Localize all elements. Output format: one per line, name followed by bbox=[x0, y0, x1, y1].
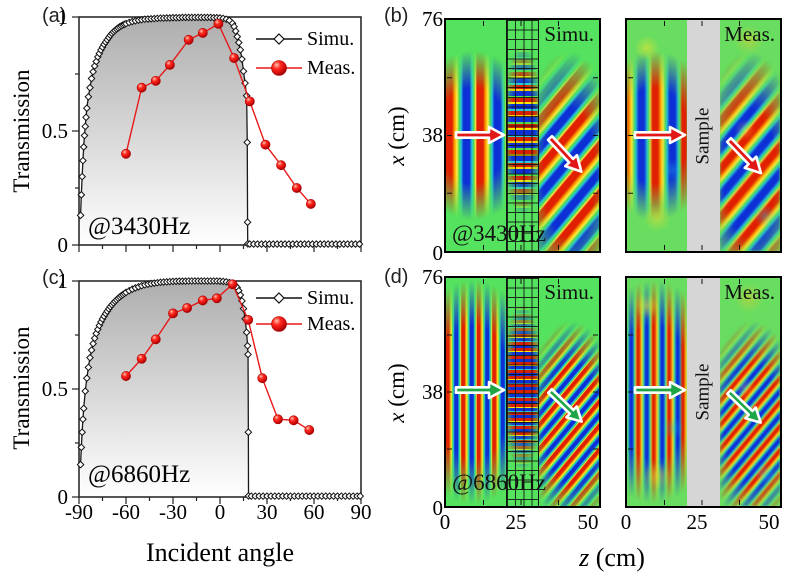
field-b-simulation: Simu. @3430Hz bbox=[444, 18, 601, 253]
x-tick-label: -90 bbox=[65, 500, 93, 524]
x-tick-label: 25 bbox=[686, 510, 708, 534]
subpanel-simu-label: Simu. bbox=[544, 280, 594, 304]
panel-d-tag: (d) bbox=[384, 266, 409, 288]
subpanel-meas-label: Meas. bbox=[724, 280, 775, 304]
x-tick-label: 60 bbox=[303, 500, 325, 524]
panel-c-tag: (c) bbox=[42, 267, 66, 289]
sample-label: Sample bbox=[692, 363, 714, 421]
x-tick-label: 50 bbox=[577, 510, 599, 534]
sample-band: Sample bbox=[687, 20, 720, 251]
y-tick-label: 1 bbox=[57, 269, 69, 293]
y-tick-label: 0 bbox=[57, 485, 69, 509]
panel-d-ylabel: x (cm) bbox=[384, 338, 410, 448]
field-d-simulation: Simu. @6860Hz bbox=[444, 276, 601, 508]
x-tick-label: -60 bbox=[112, 500, 140, 524]
metamaterial-grid bbox=[506, 20, 539, 251]
x-tick-label: 25 bbox=[505, 510, 527, 534]
y-tick-label: 0 bbox=[432, 496, 444, 520]
sample-band: Sample bbox=[687, 278, 720, 506]
legend-simu-label: Simu. bbox=[307, 287, 355, 309]
x-tick-label: 90 bbox=[350, 500, 372, 524]
xlabel-unit: (cm) bbox=[589, 543, 645, 572]
panel-d-xlabel: z (cm) bbox=[532, 543, 692, 573]
ylabel-unit: (cm) bbox=[384, 106, 409, 156]
ylabel-variable: x bbox=[384, 155, 409, 166]
y-tick-label: 76 bbox=[422, 265, 443, 289]
y-tick-label: 1 bbox=[57, 5, 69, 29]
panel-b-ylabel: x (cm) bbox=[384, 81, 410, 191]
y-tick-label: 38 bbox=[422, 380, 443, 404]
subpanel-simu-label: Simu. bbox=[544, 22, 594, 46]
legend-simu-label: Simu. bbox=[307, 28, 355, 50]
field-b-measurement: Sample Meas. bbox=[625, 18, 782, 253]
xlabel-variable: z bbox=[579, 543, 590, 572]
x-tick-label: 30 bbox=[256, 500, 278, 524]
x-tick-label: -30 bbox=[159, 500, 187, 524]
y-tick-label: 0.5 bbox=[41, 377, 68, 401]
grid-lines bbox=[506, 20, 539, 251]
y-tick-label: 0 bbox=[432, 241, 444, 265]
field-frequency-label: @3430Hz bbox=[452, 221, 546, 246]
grid-lines bbox=[506, 278, 539, 506]
panel-c-xlabel: Incident angle bbox=[146, 538, 294, 567]
field-d-measurement: Sample Meas. bbox=[625, 276, 782, 508]
panel-a-frequency-label: @3430Hz bbox=[88, 213, 191, 240]
y-tick-label: 38 bbox=[422, 123, 443, 147]
metamaterial-grid bbox=[506, 278, 539, 506]
subpanel-meas-label: Meas. bbox=[724, 22, 775, 46]
ylabel-variable: x bbox=[384, 412, 409, 423]
field-frequency-label: @6860Hz bbox=[452, 470, 546, 495]
sample-label: Sample bbox=[692, 107, 714, 164]
x-tick-label: 0 bbox=[439, 510, 451, 534]
y-tick-label: 0.5 bbox=[41, 119, 68, 143]
legend-meas-label: Meas. bbox=[307, 313, 356, 335]
y-tick-label: 76 bbox=[422, 7, 443, 31]
refracted-wave-field bbox=[539, 278, 599, 506]
legend-meas-label: Meas. bbox=[307, 57, 356, 79]
panel-a-tag: (a) bbox=[42, 5, 67, 27]
incident-wave-field bbox=[446, 20, 506, 251]
x-tick-label: 50 bbox=[758, 510, 780, 534]
x-tick-label: 0 bbox=[620, 510, 632, 534]
panel-c-frequency-label: @6860Hz bbox=[88, 461, 191, 488]
x-tick-label: 0 bbox=[214, 500, 226, 524]
y-tick-label: 0 bbox=[57, 233, 69, 257]
refracted-wave-field bbox=[539, 20, 599, 251]
panel-b-tag: (b) bbox=[384, 5, 409, 27]
ylabel-unit: (cm) bbox=[384, 363, 409, 413]
